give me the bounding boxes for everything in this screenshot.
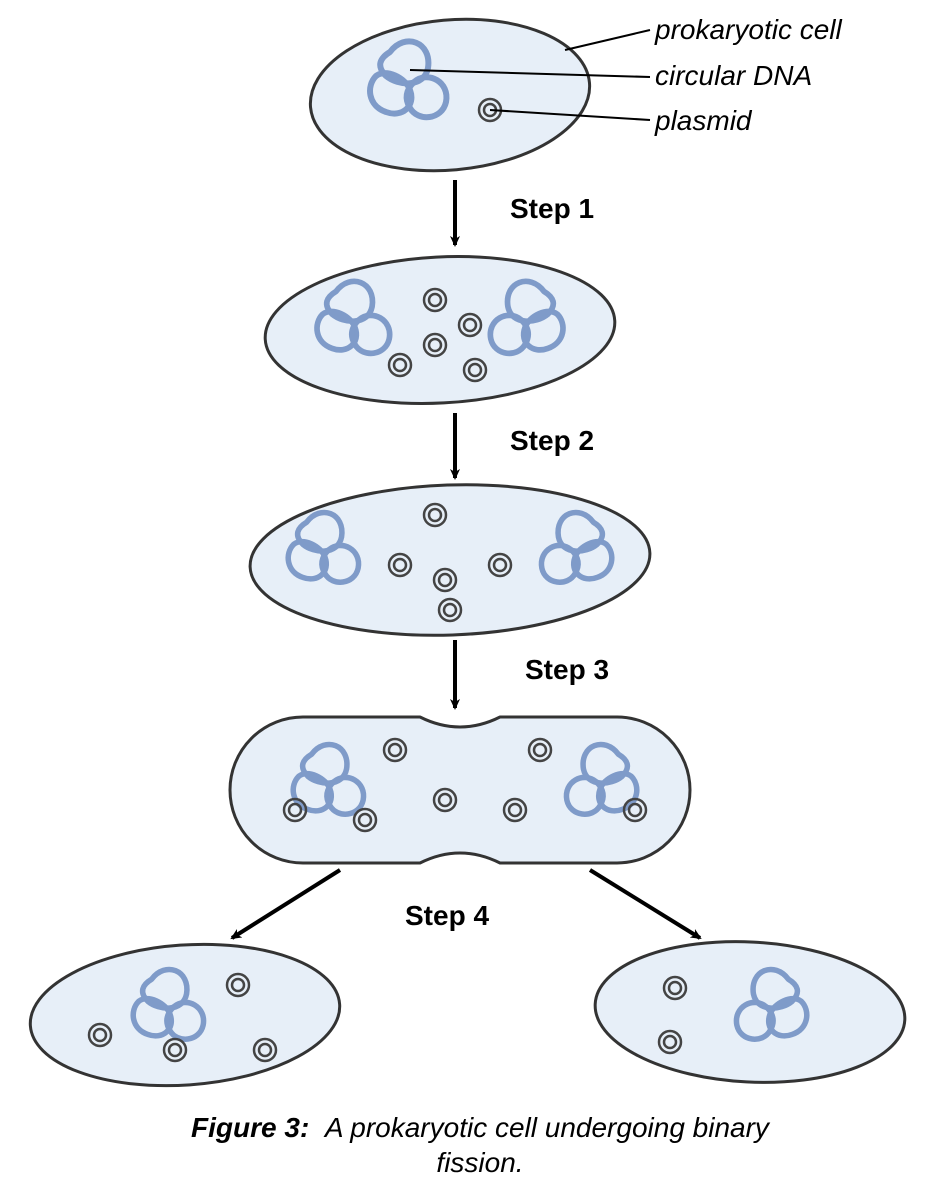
label-circular-dna: circular DNA <box>655 60 812 92</box>
step-3-label: Step 3 <box>525 654 609 686</box>
step-2-label: Step 2 <box>510 425 594 457</box>
step-1-label: Step 1 <box>510 193 594 225</box>
caption-bold: Figure 3: <box>191 1112 309 1143</box>
caption-body-text: A prokaryotic cell undergoing binary fis… <box>325 1112 769 1178</box>
label-prokaryotic-cell: prokaryotic cell <box>655 14 842 46</box>
step-4-label: Step 4 <box>405 900 489 932</box>
label-plasmid: plasmid <box>655 105 751 137</box>
caption-body <box>317 1112 325 1143</box>
diagram-svg <box>0 0 942 1200</box>
diagram-canvas: prokaryotic cell circular DNA plasmid St… <box>0 0 942 1200</box>
figure-caption: Figure 3: A prokaryotic cell undergoing … <box>180 1110 780 1180</box>
